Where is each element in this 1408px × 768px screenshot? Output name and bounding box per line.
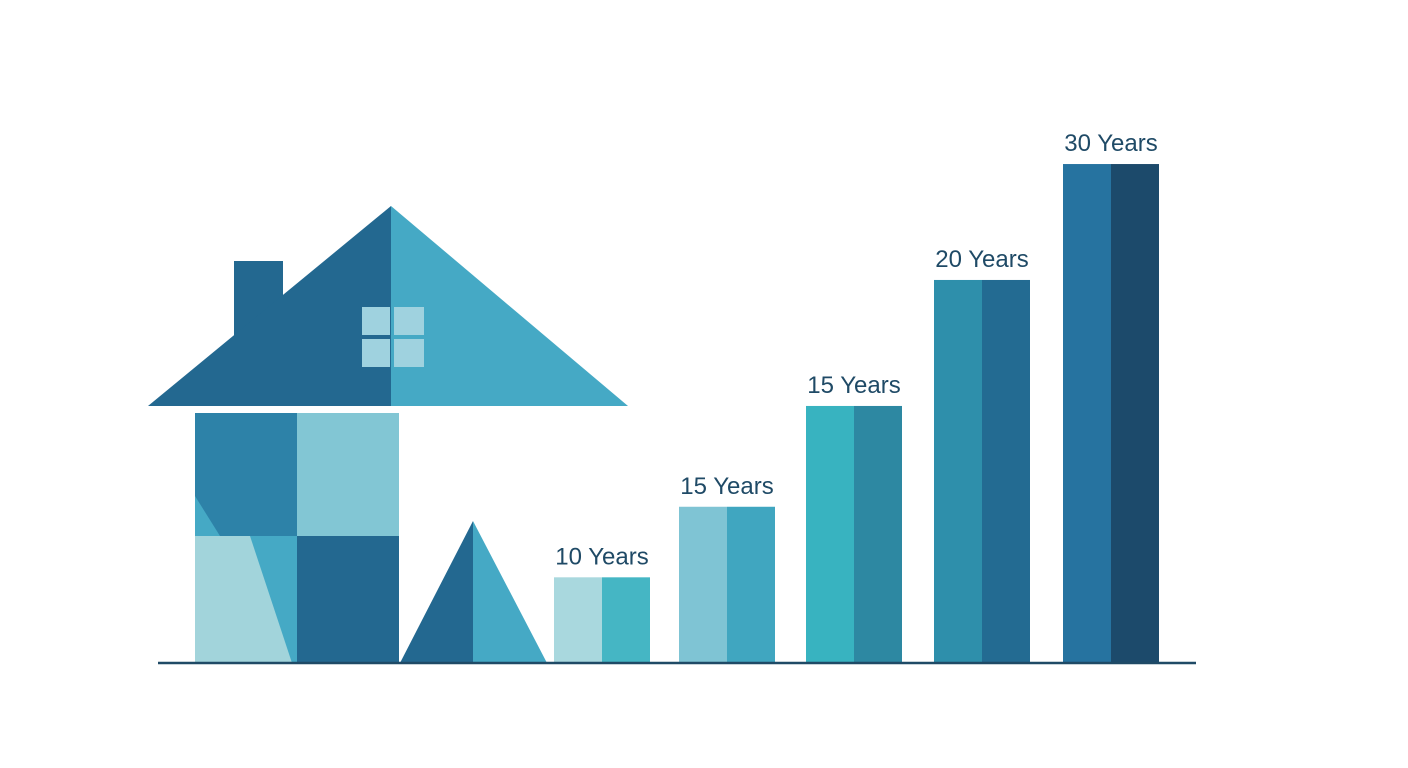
- bar-1-left-half: [554, 577, 602, 663]
- triangle-left-shape: [400, 521, 473, 663]
- wall-block-bottom-right: [297, 536, 399, 663]
- bar-1-right-half: [602, 577, 650, 663]
- bar-4-left-half: [934, 279, 982, 663]
- bar-5: [1063, 164, 1159, 664]
- bar-2: [679, 506, 775, 663]
- triangle-right-shape: [473, 521, 547, 663]
- house-icon: [148, 206, 628, 663]
- bar-label-2: 15 Years: [680, 473, 773, 500]
- roof-right-shape: [391, 206, 628, 406]
- wall-triangle-accent: [195, 496, 220, 536]
- bar-5-left-half: [1063, 164, 1111, 664]
- window-icon: [362, 307, 424, 367]
- bar-label-4: 20 Years: [935, 246, 1028, 273]
- bar-3-left-half: [806, 405, 854, 663]
- bar-group: [554, 164, 1159, 664]
- wall-triangle-pale: [195, 536, 292, 663]
- bar-3-right-half: [854, 405, 902, 663]
- bar-label-5: 30 Years: [1064, 130, 1157, 157]
- bar-4-right-half: [982, 279, 1030, 663]
- bar-label-3: 15 Years: [807, 372, 900, 399]
- bar-1: [554, 577, 650, 663]
- bar-label-1: 10 Years: [555, 543, 648, 570]
- bar-label-group: 10 Years 15 Years 15 Years 20 Years 30 Years: [555, 130, 1157, 570]
- bar-2-right-half: [727, 506, 775, 663]
- wall-block-top-right: [297, 413, 399, 536]
- bar-3: [806, 405, 902, 663]
- roof-left-shape: [148, 206, 391, 406]
- wall-block-top-left: [195, 413, 297, 536]
- bar-4: [934, 279, 1030, 663]
- bar-2-left-half: [679, 506, 727, 663]
- bar-5-right-half: [1111, 164, 1159, 664]
